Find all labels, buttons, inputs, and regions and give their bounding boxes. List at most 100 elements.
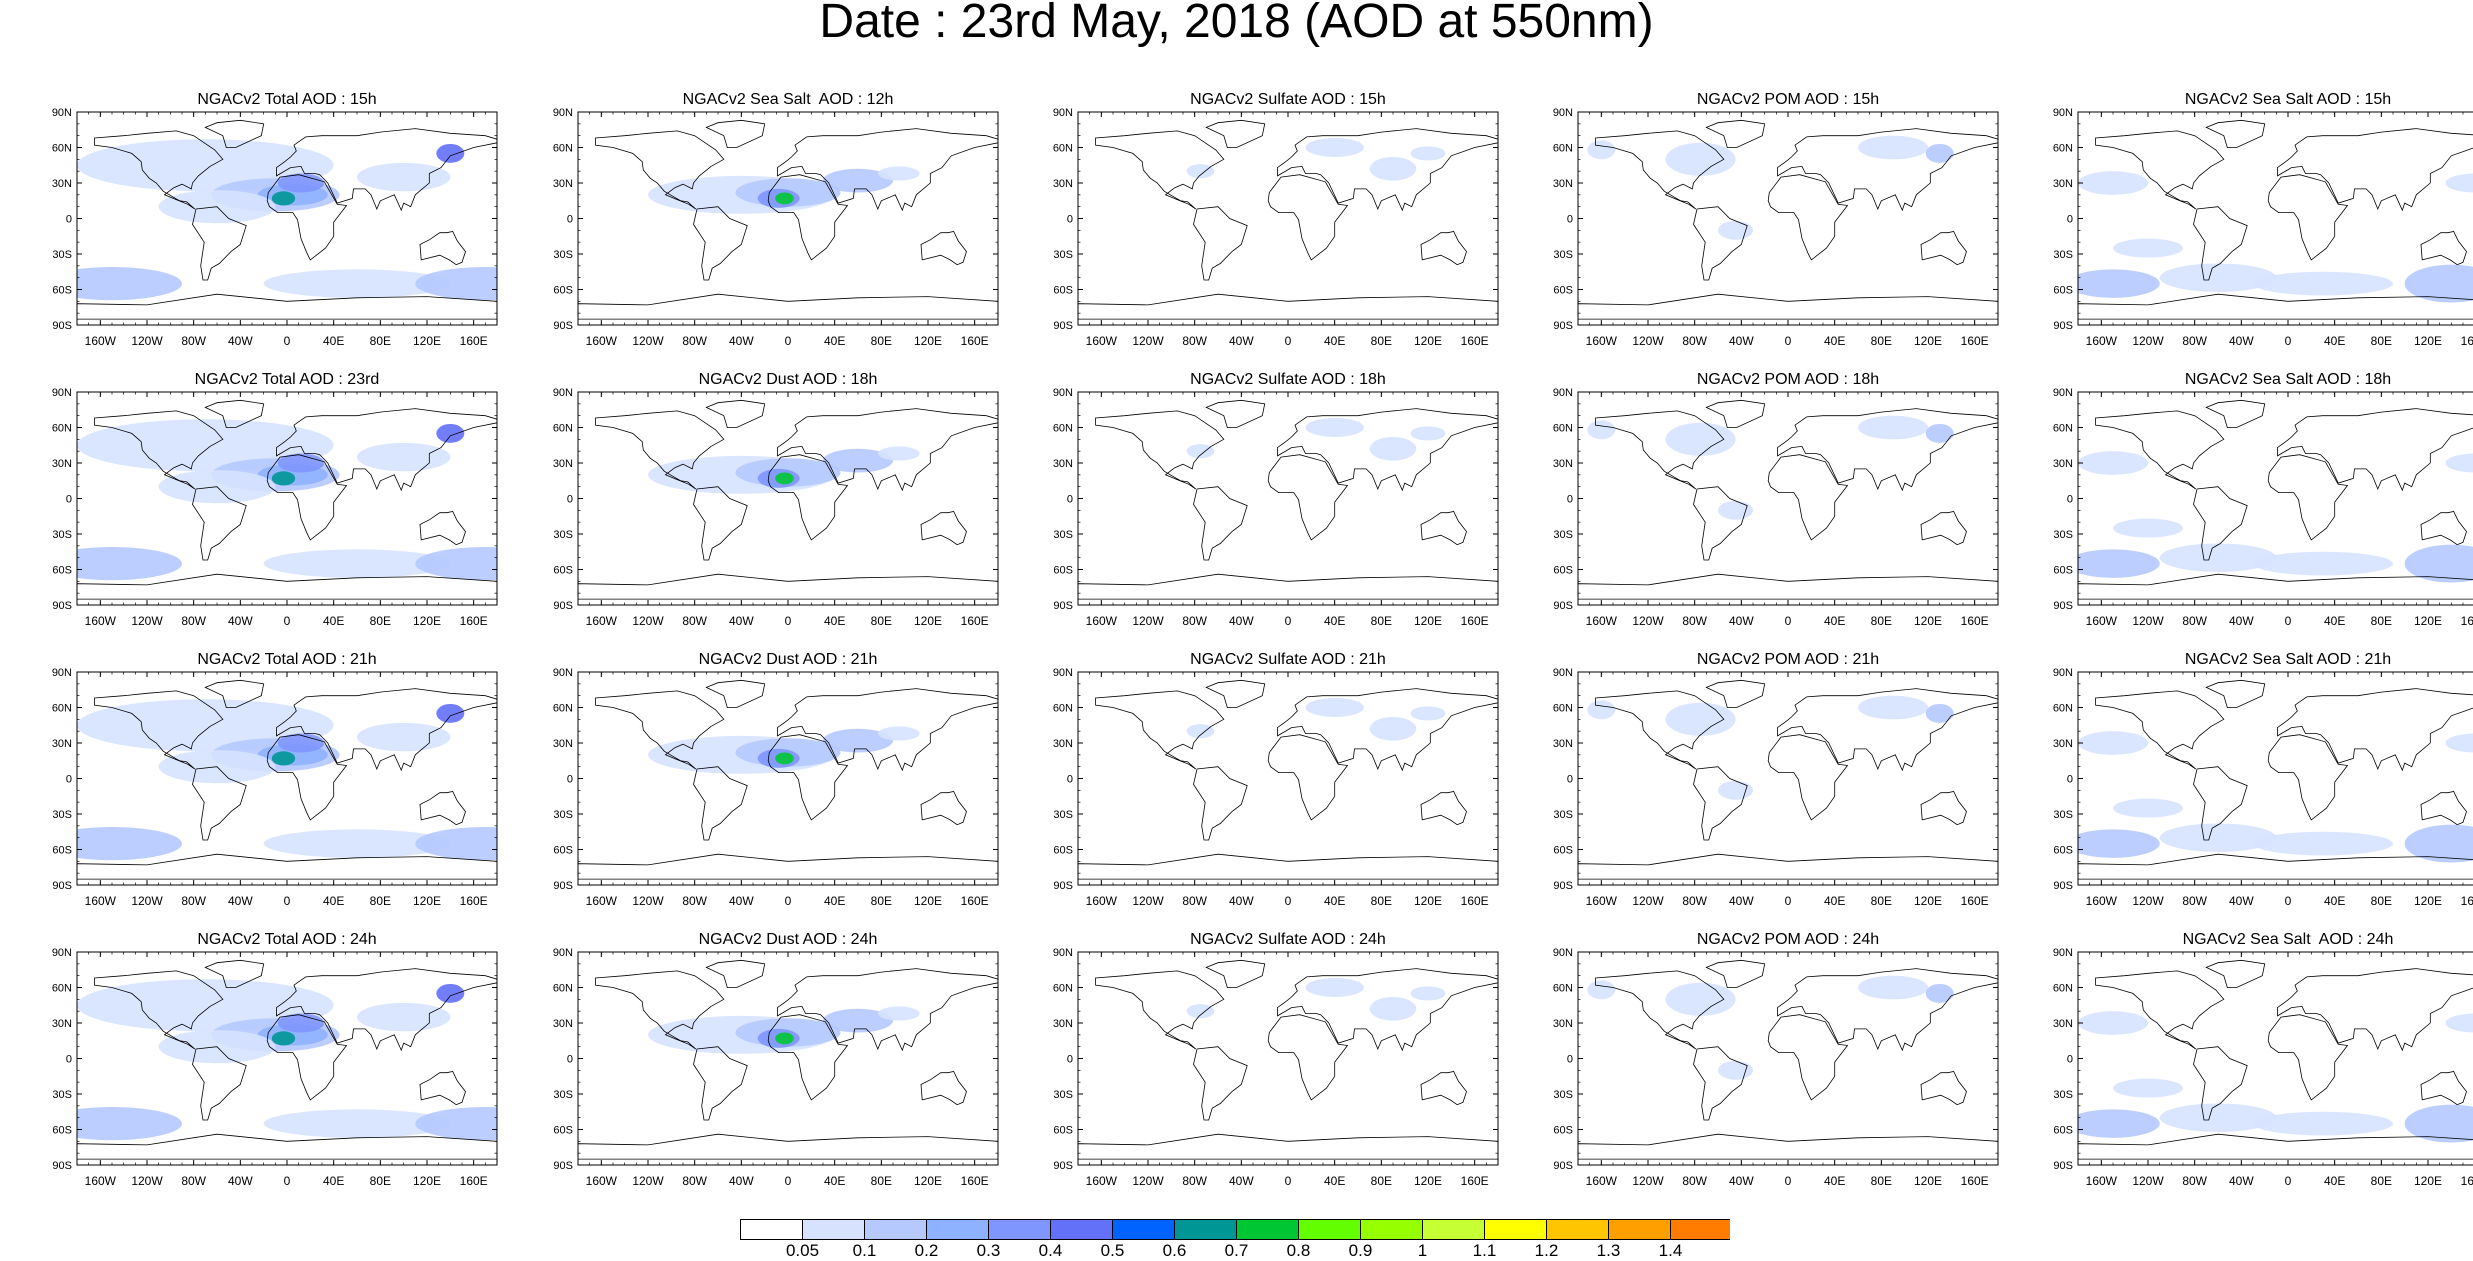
coastline-antarctica [77, 293, 497, 320]
aod-region [1665, 702, 1736, 736]
coastline-africa [266, 734, 348, 821]
lon-label: 120W [1132, 894, 1164, 908]
colorbar-label: 1.4 [1659, 1241, 1683, 1259]
coastline-africa [2267, 454, 2349, 541]
colorbar-label: 1.3 [1597, 1241, 1621, 1259]
coastline-eurasia [1277, 968, 1498, 1052]
lat-label: 60S [1553, 565, 1573, 577]
lon-label: 40E [1324, 334, 1345, 348]
aod-region [1305, 978, 1364, 997]
aod-region [2404, 544, 2473, 583]
lon-label: 80E [370, 614, 391, 628]
colorbar-swatch [926, 1219, 989, 1240]
coastline-greenland [2205, 679, 2266, 708]
lon-label: 80E [1871, 614, 1892, 628]
coastline-australia [419, 791, 466, 826]
map-panel: NGACv2 Sulfate AOD : 15h 90N 60N 30N 0 30S 60S… [1038, 90, 1508, 348]
lat-label: 60N [1553, 423, 1573, 435]
world-map: 90N 60N 30N 0 30S 60S 90S 160W 120W 80W 40W 0 40E 80E… [2053, 667, 2473, 908]
aod-region [77, 547, 182, 581]
lon-label: 80W [2182, 1174, 2207, 1188]
lon-label: 160E [1961, 334, 1989, 348]
aod-region [1858, 695, 1928, 720]
lon-label: 40W [228, 894, 253, 908]
lon-label: 40E [1324, 1174, 1345, 1188]
lat-label: 0 [66, 774, 72, 786]
panel-title: NGACv2 Sea Salt AOD : 21h [2184, 651, 2392, 668]
coastline-south-america [2193, 206, 2248, 281]
lon-label: 160E [1461, 894, 1489, 908]
lat-label: 30S [553, 1089, 573, 1101]
lon-label: 80W [181, 1174, 206, 1188]
lat-label: 60N [52, 703, 72, 715]
aod-region [1665, 142, 1736, 176]
map-panel: NGACv2 Sea Salt AOD : 18h 90N 60N 30N 0 30S 60… [2038, 370, 2473, 628]
coastline-eurasia [1277, 688, 1498, 772]
lat-label: 30N [553, 178, 573, 190]
lon-label: 0 [1285, 894, 1292, 908]
map-panel: NGACv2 POM AOD : 24h 90N 60N 30N 0 30S 60S 90S 1… [1538, 930, 2008, 1188]
aod-region [1718, 1060, 1753, 1080]
lat-label: 90N [553, 387, 573, 399]
aod-region [1410, 146, 1446, 161]
lon-label: 0 [2285, 1174, 2292, 1188]
lon-label: 80E [2371, 614, 2392, 628]
lon-label: 160E [1961, 614, 1989, 628]
lat-label: 30N [2053, 738, 2073, 750]
lat-label: 90S [553, 600, 573, 612]
lon-label: 160W [85, 614, 117, 628]
lat-label: 30S [52, 1089, 72, 1101]
coastline-antarctica [1578, 853, 1998, 880]
lat-label: 60N [52, 983, 72, 995]
lon-label: 120E [1414, 334, 1442, 348]
lon-label: 40E [824, 334, 845, 348]
lon-label: 0 [1285, 1174, 1292, 1188]
map-panel: NGACv2 Total AOD : 15h 90N 60N 30N 0 30S 60S 90… [37, 90, 507, 348]
aod-region [2113, 1078, 2183, 1098]
lon-label: 40E [824, 894, 845, 908]
lat-label: 90S [1053, 600, 1073, 612]
lon-label: 40E [2324, 334, 2345, 348]
lat-label: 60S [52, 285, 72, 297]
lat-label: 30S [52, 249, 72, 261]
coastline-south-america [693, 766, 748, 841]
aod-region [1587, 140, 1616, 160]
lon-label: 80W [181, 894, 206, 908]
coastline-australia [2420, 1071, 2467, 1106]
lat-label: 0 [1567, 774, 1573, 786]
lat-label: 30S [1053, 1089, 1073, 1101]
coastline-south-america [192, 486, 247, 561]
coastline-greenland [2205, 399, 2266, 428]
lat-label: 30N [1053, 1018, 1073, 1030]
lon-label: 80E [871, 1174, 892, 1188]
lon-label: 40W [2229, 1174, 2254, 1188]
lat-label: 0 [567, 774, 573, 786]
aod-region [1186, 164, 1215, 179]
lon-label: 0 [785, 614, 792, 628]
lat-label: 90N [1053, 947, 1073, 959]
aod-region [436, 983, 465, 1003]
coastline-australia [920, 231, 967, 266]
aod-region [357, 722, 451, 752]
world-map: 90N 60N 30N 0 30S 60S 90S 160W 120W 80W 40W 0 40E 80E… [1053, 107, 1499, 348]
aod-region [2445, 173, 2473, 193]
lon-label: 80W [2182, 894, 2207, 908]
lon-label: 40W [729, 334, 754, 348]
coastline-north-america [595, 970, 725, 1050]
coastline-south-america [2193, 486, 2248, 561]
lat-label: 90S [553, 320, 573, 332]
lon-label: 120E [2414, 334, 2442, 348]
lon-label: 80E [1371, 1174, 1392, 1188]
lat-label: 90N [52, 107, 72, 119]
aod-region [1186, 1004, 1215, 1019]
coastline-south-america [1693, 486, 1748, 561]
colorbar-label: 0.9 [1349, 1241, 1373, 1259]
lon-label: 0 [1785, 334, 1792, 348]
lon-label: 120E [2414, 614, 2442, 628]
aod-region [1718, 500, 1753, 520]
lon-label: 120E [413, 614, 441, 628]
aod-region [357, 162, 451, 192]
world-map: 90N 60N 30N 0 30S 60S 90S 160W 120W 80W 40W 0 40E 80E… [1553, 947, 1999, 1188]
world-map: 90N 60N 30N 0 30S 60S 90S 160W 120W 80W 40W 0 40E 80E… [553, 667, 999, 908]
coastline-greenland [2205, 119, 2266, 148]
